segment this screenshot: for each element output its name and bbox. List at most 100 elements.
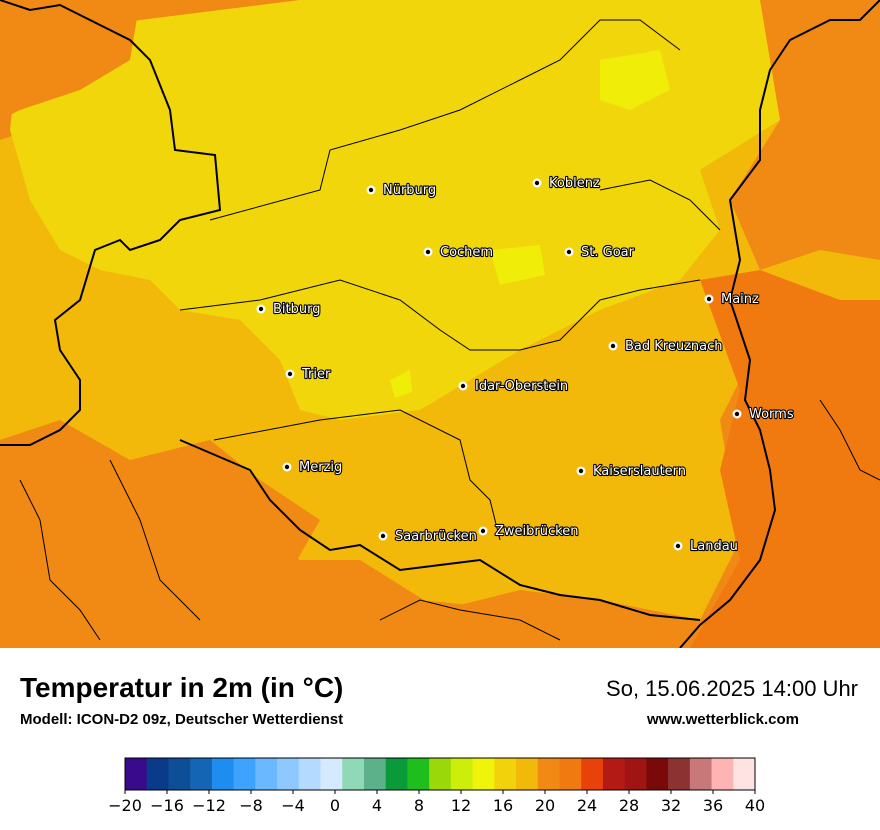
colorbar-swatch xyxy=(689,758,713,790)
colorbar-swatch xyxy=(168,758,191,790)
website-credit: www.wetterblick.com xyxy=(647,711,799,728)
colorbar-swatch xyxy=(429,758,452,790)
temp-field-orange-ne xyxy=(730,0,880,270)
colorbar-tick-labels: −20 −16 −12 −8 −4 0 4 8 12 16 20 24 28 32 36 40 xyxy=(108,790,765,815)
city-marker-dot xyxy=(706,296,712,302)
colorbar-tick-label: 8 xyxy=(414,796,424,815)
city-marker-dot xyxy=(480,528,486,534)
city-marker-dot xyxy=(675,543,681,549)
colorbar-swatch xyxy=(472,758,495,790)
city-marker-dot xyxy=(734,411,740,417)
colorbar-tick-label: 16 xyxy=(493,796,513,815)
city-marker-dot xyxy=(610,343,616,349)
city-mainz: Mainz xyxy=(704,291,760,308)
district-border-1 xyxy=(209,19,681,221)
temp-field-deep-orange-east xyxy=(690,270,880,648)
city-marker-dot xyxy=(368,187,374,193)
colorbar-swatch xyxy=(624,758,647,790)
colorbar-tick-label: 36 xyxy=(703,796,723,815)
colorbar-swatch xyxy=(320,758,343,790)
colorbar-tick-label: 4 xyxy=(372,796,382,815)
city-nürburg: Nürburg xyxy=(366,182,437,199)
colorbar-swatch xyxy=(125,758,148,790)
colorbar-swatch xyxy=(298,758,322,790)
district-border-4 xyxy=(599,179,721,231)
city-marker-dot xyxy=(258,306,264,312)
colorbar-swatch xyxy=(602,758,626,790)
colorbar-tick-label: 0 xyxy=(330,796,340,815)
temp-field-orange-sw xyxy=(0,420,320,620)
colorbar-tick-label: 24 xyxy=(577,796,597,815)
colorbar-swatch xyxy=(494,758,517,790)
colorbar-swatch xyxy=(146,758,169,790)
city-label: Cochem xyxy=(440,245,493,260)
city-trier: Trier xyxy=(285,366,332,383)
city-label: Bad Kreuznach xyxy=(625,339,723,354)
district-border-2 xyxy=(179,279,701,351)
colorbar-swatch xyxy=(450,758,474,790)
colorbar-tick-label: −16 xyxy=(150,796,184,815)
colorbar-swatch xyxy=(233,758,256,790)
colorbar-tick-label: −12 xyxy=(192,796,226,815)
city-cochem: Cochem xyxy=(423,244,494,261)
city-marker-dot xyxy=(287,371,293,377)
city-label: Landau xyxy=(690,539,738,554)
city-koblenz: Koblenz xyxy=(532,175,601,192)
temperature-map: Nürburg Koblenz Cochem St. Goar Mainz Bitburg… xyxy=(0,0,880,648)
city-label: Worms xyxy=(749,407,794,422)
colorbar-swatch xyxy=(385,758,408,790)
state-border-north xyxy=(0,0,222,446)
colorbar-swatch xyxy=(711,758,734,790)
city-label: Koblenz xyxy=(549,176,600,191)
colorbar-swatch xyxy=(255,758,278,790)
district-border-7 xyxy=(379,599,561,641)
colorbar-frame xyxy=(124,757,756,791)
city-marker-dot xyxy=(284,464,290,470)
city-marker-dot xyxy=(534,180,540,186)
city-worms: Worms xyxy=(732,406,795,423)
city-label: St. Goar xyxy=(581,245,635,260)
temp-field-orange-west xyxy=(0,0,140,120)
colorbar-tick-label: 40 xyxy=(745,796,765,815)
city-idar-oberstein: Idar-Oberstein xyxy=(458,378,569,395)
city-st-goar: St. Goar xyxy=(564,244,636,261)
district-border-3 xyxy=(213,409,501,541)
colorbar-swatch xyxy=(190,758,213,790)
colorbar-tick-label: −8 xyxy=(239,796,263,815)
colorbar-swatches xyxy=(124,757,756,791)
city-landau: Landau xyxy=(673,538,739,555)
temperature-field xyxy=(0,0,880,648)
city-marker-dot xyxy=(566,249,572,255)
city-marker-dot xyxy=(425,249,431,255)
colorbar-swatch xyxy=(363,758,387,790)
colorbar-tick-label: 12 xyxy=(451,796,471,815)
city-zweibrücken: Zweibrücken xyxy=(478,523,580,540)
city-label: Mainz xyxy=(721,292,759,307)
city-label: Bitburg xyxy=(273,302,321,317)
city-bad-kreuznach: Bad Kreuznach xyxy=(608,338,724,355)
map-title: Temperatur in 2m (in °C) xyxy=(20,672,344,703)
state-border-east xyxy=(679,0,880,648)
colorbar-tick-label: 32 xyxy=(661,796,681,815)
colorbar-swatch xyxy=(211,758,235,790)
national-border-south xyxy=(179,439,701,621)
temp-field-yellow-patch-2 xyxy=(490,245,545,285)
forecast-datetime: So, 15.06.2025 14:00 Uhr xyxy=(606,676,858,701)
city-marker-dot xyxy=(578,468,584,474)
colorbar-swatch xyxy=(342,758,365,790)
city-label: Idar-Oberstein xyxy=(475,379,568,394)
city-saarbrücken: Saarbrücken xyxy=(378,528,478,545)
city-label: Kaiserslautern xyxy=(593,464,686,479)
city-label: Nürburg xyxy=(383,183,436,198)
district-border-5 xyxy=(19,479,101,641)
administrative-borders xyxy=(0,0,880,648)
city-markers: Nürburg Koblenz Cochem St. Goar Mainz Bitburg… xyxy=(256,175,795,555)
district-border-6 xyxy=(109,459,201,621)
colorbar-tick-label: −4 xyxy=(281,796,305,815)
colorbar-swatch xyxy=(537,758,560,790)
city-label: Trier xyxy=(301,367,331,382)
colorbar-swatch xyxy=(646,758,669,790)
colorbar-swatch xyxy=(668,758,691,790)
colorbar-swatch xyxy=(407,758,430,790)
colorbar-swatch xyxy=(559,758,582,790)
